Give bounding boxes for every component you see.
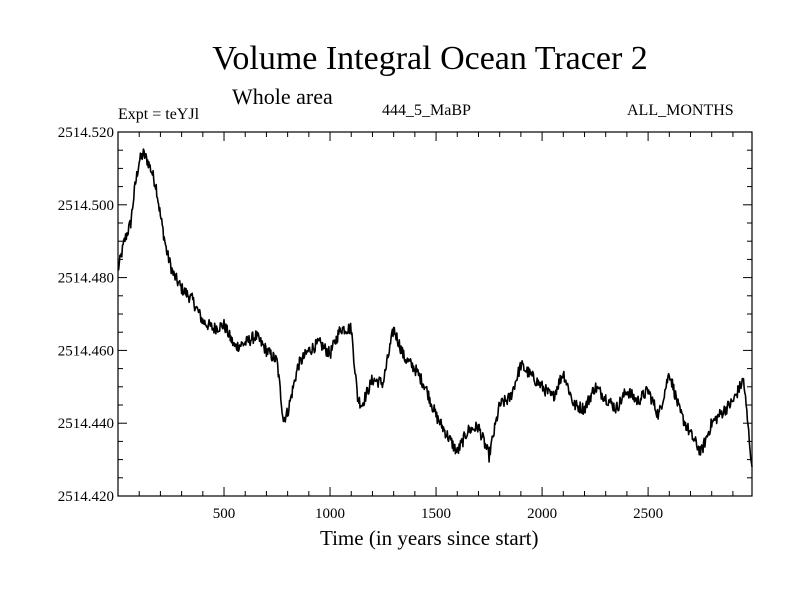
chart-title: Volume Integral Ocean Tracer 2 [212,40,648,77]
axis-tick-labels: 500 1000 1500 2000 2500 2514.420 2514.440 2514.… [58,125,663,522]
x-tick-label: 2000 [527,506,557,522]
x-tick-label: 1500 [421,506,451,522]
y-tick-label: 2514.520 [58,125,114,141]
y-tick-label: 2514.480 [58,271,114,287]
axis-ticks [118,131,752,497]
period-label: ALL_MONTHS [627,102,734,119]
y-tick-label: 2514.440 [58,416,114,432]
y-tick-label: 2514.460 [58,343,114,359]
plot-frame [117,131,753,497]
x-tick-label: 500 [213,506,236,522]
x-tick-label: 1000 [315,506,345,522]
run-label: 444_5_MaBP [382,102,471,119]
series-line [117,148,753,468]
experiment-label: Expt = teYJl [118,106,200,123]
y-tick-label: 2514.420 [58,489,114,505]
chart-subtitle: Whole area [232,84,333,109]
x-axis-label: Time (in years since start) [320,526,539,550]
x-tick-label: 2500 [633,506,663,522]
y-tick-label: 2514.500 [58,198,114,214]
